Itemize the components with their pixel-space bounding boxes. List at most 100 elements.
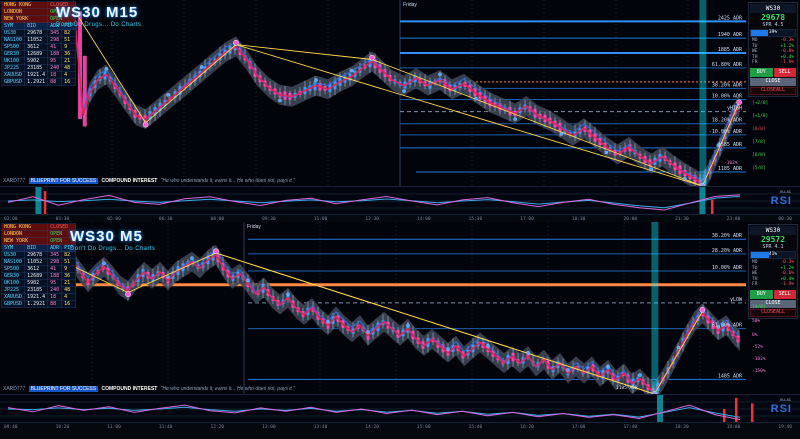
svg-text:38.20% ADR: 38.20% ADR <box>712 82 743 88</box>
buy-button[interactable]: BUY <box>750 67 773 77</box>
time-tick: 19:40 <box>778 425 792 430</box>
spread-meter-fill <box>751 252 770 258</box>
daily-change-row: WE -0.8% <box>752 49 794 54</box>
daily-change-row: MO -0.3% <box>752 38 794 43</box>
time-tick: 13:00 <box>262 425 276 430</box>
close-button[interactable]: CLOSE <box>750 77 796 86</box>
time-tick: 05:00 <box>107 217 121 222</box>
svg-text:38.20% ADR: 38.20% ADR <box>712 233 743 239</box>
market-row[interactable]: GBPUSD 1.2921 88 16 <box>0 300 77 308</box>
moving-averages <box>59 3 740 185</box>
chart-subtitle: Don't Do Drugs... Do Charts <box>70 246 156 252</box>
rsi-sub-label: XU-41 <box>779 397 791 402</box>
trade-panel: WS30 29678 SPR 4.5 39% MO -0.3% TU +1.2% WE -… <box>748 2 798 97</box>
market-row[interactable]: NAS100 11052 298 51 <box>0 258 77 266</box>
market-row[interactable]: UK100 5902 95 21 <box>0 57 77 65</box>
price-level-lines <box>68 238 746 380</box>
svg-text:2425 ADR: 2425 ADR <box>718 15 743 21</box>
time-axis-m5[interactable]: 09:40 10:20 11:00 11:40 12:20 13:00 13:40 14:20… <box>0 422 800 439</box>
svg-text:yLOW: yLOW <box>730 297 743 303</box>
footer-quote: "He who understands it, earns it... He w… <box>160 386 295 392</box>
market-row[interactable]: UK100 5902 95 21 <box>0 279 77 287</box>
market-row[interactable]: JP225 23185 240 48 <box>0 286 77 294</box>
time-tick: 15:30 <box>468 217 483 222</box>
market-row[interactable]: GBPUSD 1.2921 88 16 <box>0 78 77 86</box>
footer-author: XARD777 <box>3 178 26 184</box>
time-tick: 15:00 <box>417 425 431 430</box>
daily-change-row: WE -0.8% <box>752 271 794 276</box>
market-row[interactable]: US30 29678 345 82 <box>0 29 77 37</box>
daily-change-list: MO -0.3% TU +1.2% WE -0.8% TH +0.4% FR -1.9% <box>750 260 796 288</box>
daily-change-list: MO -0.3% TU +1.2% WE -0.8% TH +0.4% FR -1.9% <box>750 38 796 66</box>
rsi-panel-m15: XU-41 RSI <box>0 186 800 215</box>
market-row[interactable]: GER30 12689 188 36 <box>0 272 77 280</box>
time-tick: 21:30 <box>675 217 689 222</box>
chart-title: WS30 M5 <box>70 228 143 245</box>
market-row[interactable]: SP500 3612 41 9 <box>0 43 77 51</box>
time-tick: 17:00 <box>571 425 586 430</box>
buy-button[interactable]: BUY <box>750 289 773 299</box>
market-watch-table[interactable]: HONG KONG CLOSED LONDON OPEN NEW YORK OPEN SYM… <box>0 1 77 86</box>
time-tick: 13:40 <box>313 425 328 430</box>
time-tick: 14:00 <box>417 217 431 222</box>
sell-button[interactable]: SELL <box>773 289 796 299</box>
footer-heading: COMPOUND INTEREST <box>101 178 158 184</box>
time-tick: 08:00 <box>210 217 225 222</box>
svg-text:18.20% ADR: 18.20% ADR <box>712 118 743 124</box>
sell-button[interactable]: SELL <box>773 67 796 77</box>
market-row[interactable]: SP500 3612 41 9 <box>0 265 77 273</box>
svg-text:1185 ADR: 1185 ADR <box>718 166 743 172</box>
market-row[interactable]: XAUUSD 1921.4 18 4 <box>0 71 77 79</box>
time-axis-m15[interactable]: 02:00 03:30 05:00 06:30 08:00 09:30 11:00 12:30… <box>0 214 800 222</box>
volatility-band <box>28 239 740 394</box>
spread-meter-value: 41% <box>768 252 778 257</box>
rsi-lines <box>7 404 741 421</box>
time-tick: 19:00 <box>726 425 741 430</box>
svg-text:28.20% ADR: 28.20% ADR <box>712 248 743 254</box>
footer-badge: BLUEPRINT FOR SUCCESS <box>28 386 99 392</box>
chart-title-block: WS30 M5 Don't Do Drugs... Do Charts <box>70 228 155 252</box>
svg-text:61.80% ADR: 61.80% ADR <box>712 323 743 329</box>
time-tick: 18:30 <box>571 217 586 222</box>
time-tick: 17:00 <box>520 217 534 222</box>
market-row[interactable]: JP225 23185 240 48 <box>0 64 77 72</box>
market-watch: HONG KONG CLOSED LONDON OPEN NEW YORK OPEN SYM… <box>0 223 77 308</box>
svg-text:61.80% ADR: 61.80% ADR <box>712 62 743 68</box>
chart-title-block: WS30 M15 Don't Do Drugs... Do Charts <box>56 4 141 28</box>
close-button[interactable]: CLOSE <box>750 299 796 308</box>
svg-text:1485 ADR: 1485 ADR <box>718 373 743 379</box>
market-row[interactable]: XAUUSD 1921.4 18 4 <box>0 293 77 301</box>
time-tick: 00:30 <box>778 217 792 222</box>
time-tick: 16:20 <box>520 425 534 430</box>
chart-subtitle: Don't Do Drugs... Do Charts <box>56 22 142 28</box>
time-tick: 14:20 <box>365 425 379 430</box>
market-row[interactable]: NAS100 11052 298 51 <box>0 36 77 44</box>
price-level-labels: 2425 ADR 1940 ADR 1885 ADR 61.80% ADR 38.20%… <box>709 15 743 172</box>
trend-lines <box>73 9 740 186</box>
market-row[interactable]: US30 29678 345 82 <box>0 251 77 259</box>
close-all-button[interactable]: CLOSEALL <box>750 308 796 317</box>
market-row[interactable]: GER30 12689 188 36 <box>0 50 77 58</box>
chart-footer: XARD777 BLUEPRINT FOR SUCCESS COMPOUND I… <box>3 178 295 184</box>
time-tick: 11:00 <box>313 217 328 222</box>
impulse-bars <box>78 11 87 127</box>
svg-text:yHIGH: yHIGH <box>727 106 742 112</box>
rsi-sub-label: XU-41 <box>779 189 791 194</box>
svg-text:1585 ADR: 1585 ADR <box>718 142 743 148</box>
daily-change-row: TH +0.4% <box>752 276 794 282</box>
time-tick: 20:00 <box>623 217 638 222</box>
daily-change-row: FR -1.9% <box>752 60 794 65</box>
rsi-label: RSI <box>770 195 792 207</box>
daily-change-row: MO -0.3% <box>752 260 794 265</box>
market-watch-table[interactable]: HONG KONG CLOSED LONDON OPEN NEW YORK OPEN SYM… <box>0 223 77 308</box>
time-tick: 06:30 <box>158 217 173 222</box>
rsi-gridlines <box>0 401 800 417</box>
svg-text:-10.00% ADR: -10.00% ADR <box>709 129 743 135</box>
daily-change-row: FR -1.9% <box>752 282 794 287</box>
svg-text:10.00% ADR: 10.00% ADR <box>712 265 743 271</box>
spread-meter-fill <box>751 30 769 36</box>
close-all-button[interactable]: CLOSEALL <box>750 86 796 95</box>
spread-meter-value: 39% <box>768 30 778 35</box>
trade-panel: WS30 29572 SPR 4.1 41% MO -0.3% TU +1.2% WE -… <box>748 224 798 319</box>
